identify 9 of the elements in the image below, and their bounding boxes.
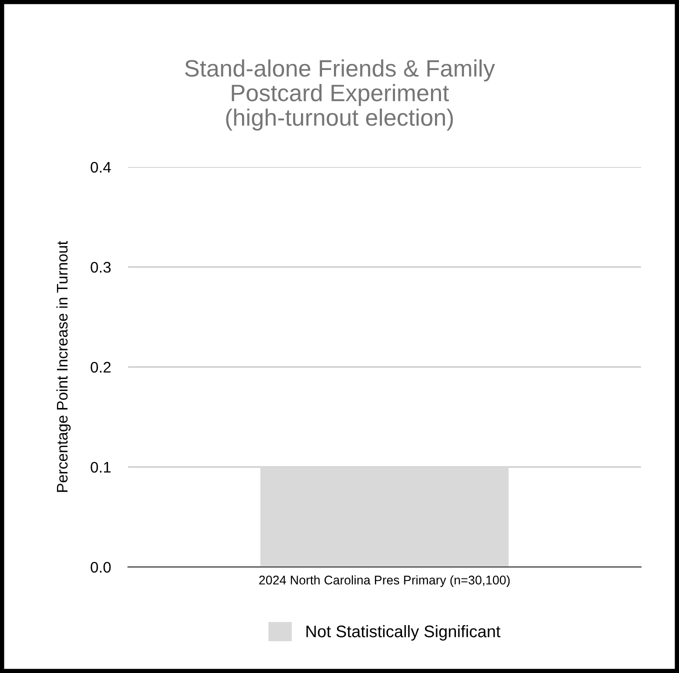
legend-label: Not Statistically Significant — [306, 625, 500, 641]
y-tick-label: 0.0 — [90, 562, 111, 573]
y-axis-title: Percentage Point Increase in Turnout — [56, 240, 71, 492]
y-tick-label: 0.1 — [90, 462, 111, 473]
y-tick-label: 0.2 — [90, 362, 111, 373]
y-tick-label: 0.3 — [90, 262, 111, 273]
y-tick-label: 0.4 — [90, 162, 111, 173]
x-tick-label: 2024 North Carolina Pres Primary (n=30,100) — [259, 575, 510, 587]
chart-title: Stand-alone Friends & Family Postcard Experiment (high-turnout election) — [185, 59, 495, 131]
